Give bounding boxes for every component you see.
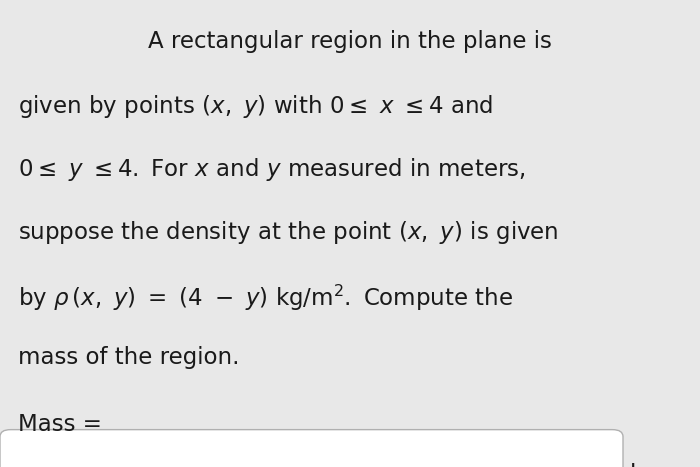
Text: A rectangular region in the plane is: A rectangular region in the plane is: [148, 30, 552, 53]
Text: kg.: kg.: [630, 462, 665, 467]
Text: $\mathrm{suppose\ the\ density\ at\ the\ point\ }(x,\ y)\mathrm{\ is\ given}$: $\mathrm{suppose\ the\ density\ at\ the\…: [18, 219, 558, 247]
Text: mass of the region.: mass of the region.: [18, 346, 239, 368]
Text: Mass =: Mass =: [18, 413, 102, 436]
Text: $\mathrm{by\ }\rho\,(x,\ y)\mathrm{\ =\ (4\ -\ }y\mathrm{)\ kg/m}^{2}\mathrm{.\ : $\mathrm{by\ }\rho\,(x,\ y)\mathrm{\ =\ …: [18, 283, 512, 313]
Text: $\mathrm{given\ by\ points\ }(x,\ y)\mathrm{\ with\ 0 \leq\ }x\mathrm{\ \leq 4\ : $\mathrm{given\ by\ points\ }(x,\ y)\mat…: [18, 93, 493, 120]
Text: $\mathrm{0 \leq\ }y\mathrm{\ \leq 4.\ For\ }x\mathrm{\ and\ }y\mathrm{\ measured: $\mathrm{0 \leq\ }y\mathrm{\ \leq 4.\ Fo…: [18, 156, 525, 184]
FancyBboxPatch shape: [0, 430, 623, 467]
